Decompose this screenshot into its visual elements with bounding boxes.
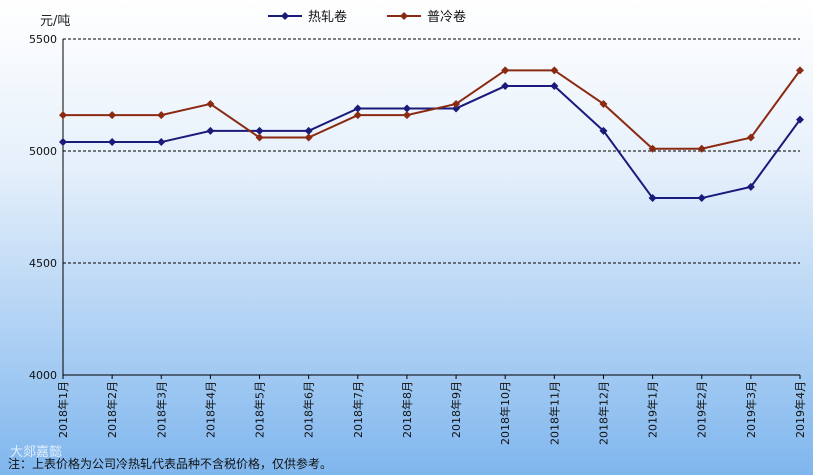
data-point [402,104,411,113]
data-point [501,66,510,75]
y-tick-label: 4500 [29,257,57,270]
x-tick-label: 2018年11月 [547,381,561,445]
data-point [697,144,706,153]
legend-label: 热轧卷 [308,9,347,25]
data-point [599,99,608,108]
data-point [157,111,166,120]
data-point [501,82,510,91]
x-tick-label: 2018年3月 [154,381,168,438]
legend-label: 普冷卷 [427,9,466,25]
data-point [108,111,117,120]
legend: 热轧卷 普冷卷 [268,9,466,25]
footnote: 注：上表价格为公司冷热轧代表品种不含税价格，仅供参考。 [8,456,332,471]
legend-marker [400,12,408,20]
x-tick-label: 2018年7月 [351,381,365,438]
data-point [353,111,362,120]
data-point [796,66,804,75]
data-point [550,66,559,75]
axes [62,39,801,379]
data-point [108,138,117,147]
data-point [550,82,559,91]
data-point [304,133,313,142]
x-tick-label: 2019年3月 [744,381,758,438]
x-tick-label: 2019年2月 [695,381,709,438]
data-point [402,111,411,120]
x-tick-label: 2019年1月 [646,381,660,438]
x-tick-label: 2018年6月 [302,381,316,438]
data-point [746,133,755,142]
x-tick-label: 2018年5月 [253,381,267,438]
data-point [599,126,608,135]
series-line [63,69,801,150]
data-point [796,115,804,124]
data-point [206,99,215,108]
data-point [255,133,264,142]
x-tick-labels: 2018年1月 2018年2月 2018年3月 2018年4月 2018年5月 2018年… [56,381,807,445]
data-point [206,126,215,135]
data-point [648,194,657,203]
data-point [353,104,362,113]
gridlines [63,38,800,264]
x-tick-label: 2018年10月 [498,381,512,445]
watermark: 大郯嘉懿 [10,445,62,460]
x-tick-label: 2019年4月 [793,381,807,438]
data-point [452,104,461,113]
series-group [59,66,804,203]
x-tick-label: 2018年9月 [449,381,463,438]
data-point [304,126,313,135]
series-line [63,85,801,200]
x-tick-label: 2018年8月 [400,381,414,438]
data-point [59,138,67,147]
x-tick-label: 2018年2月 [105,381,119,438]
data-point [255,126,264,135]
y-axis-unit: 元/吨 [40,14,70,29]
y-tick-label: 5500 [29,33,57,46]
y-tick-label: 4000 [29,369,57,382]
x-tick-label: 2018年1月 [56,381,70,438]
data-point [59,111,67,120]
x-tick-label: 2018年4月 [203,381,217,438]
data-point [697,194,706,203]
y-tick-label: 5000 [29,145,57,158]
y-tick-labels: 4000 4500 5000 5500 [29,33,57,382]
data-point [452,99,461,108]
data-point [157,138,166,147]
x-tick-label: 2018年12月 [596,381,610,445]
data-point [648,144,657,153]
data-point [746,182,755,191]
legend-marker [281,12,289,20]
